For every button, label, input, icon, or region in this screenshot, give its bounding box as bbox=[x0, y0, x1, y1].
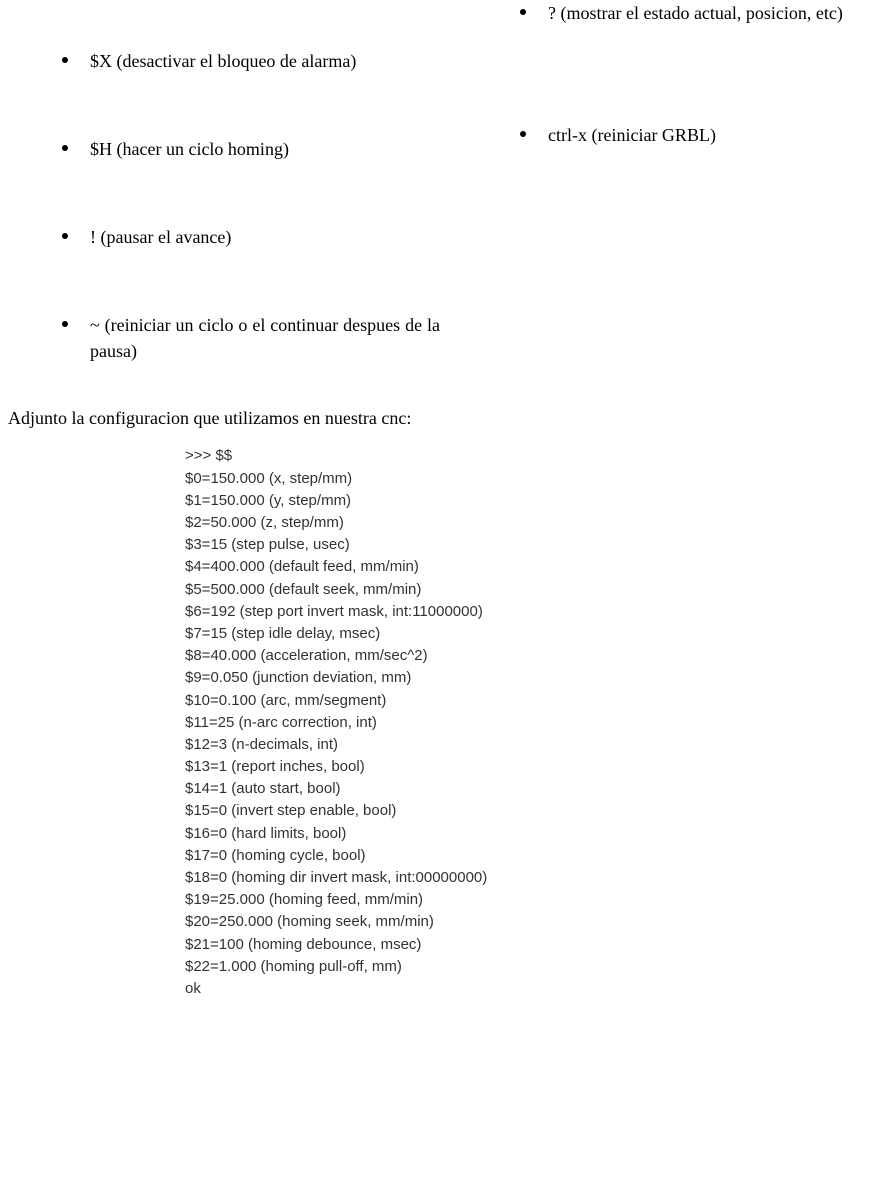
config-line: >>> $$ bbox=[185, 445, 883, 467]
config-line: $17=0 (homing cycle, bool) bbox=[185, 845, 883, 867]
bullet-icon bbox=[520, 9, 526, 15]
bullet-icon bbox=[62, 321, 68, 327]
list-item-text: $H (hacer un ciclo homing) bbox=[90, 136, 440, 162]
right-column: ? (mostrar el estado actual, posicion, e… bbox=[470, 0, 883, 364]
config-line: $1=150.000 (y, step/mm) bbox=[185, 490, 883, 512]
config-line: $16=0 (hard limits, bool) bbox=[185, 823, 883, 845]
list-item-text: ? (mostrar el estado actual, posicion, e… bbox=[548, 0, 853, 26]
list-item: ~ (reiniciar un ciclo o el continuar des… bbox=[62, 312, 440, 364]
config-line: $10=0.100 (arc, mm/segment) bbox=[185, 690, 883, 712]
config-line: $9=0.050 (junction deviation, mm) bbox=[185, 667, 883, 689]
list-item: $X (desactivar el bloqueo de alarma) bbox=[62, 48, 440, 74]
config-line: $8=40.000 (acceleration, mm/sec^2) bbox=[185, 645, 883, 667]
list-item-text: ~ (reiniciar un ciclo o el continuar des… bbox=[90, 312, 440, 364]
config-line: $13=1 (report inches, bool) bbox=[185, 756, 883, 778]
config-line: $3=15 (step pulse, usec) bbox=[185, 534, 883, 556]
list-item: ? (mostrar el estado actual, posicion, e… bbox=[520, 0, 853, 26]
config-line: $20=250.000 (homing seek, mm/min) bbox=[185, 911, 883, 933]
config-line: $11=25 (n-arc correction, int) bbox=[185, 712, 883, 734]
list-item-text: ctrl-x (reiniciar GRBL) bbox=[548, 122, 853, 148]
config-line: $4=400.000 (default feed, mm/min) bbox=[185, 556, 883, 578]
config-line: $15=0 (invert step enable, bool) bbox=[185, 800, 883, 822]
config-line: $21=100 (homing debounce, msec) bbox=[185, 934, 883, 956]
config-line: $22=1.000 (homing pull-off, mm) bbox=[185, 956, 883, 978]
left-column: $X (desactivar el bloqueo de alarma) $H … bbox=[0, 0, 470, 364]
list-item: ctrl-x (reiniciar GRBL) bbox=[520, 122, 853, 148]
config-line: $2=50.000 (z, step/mm) bbox=[185, 512, 883, 534]
config-intro-sentence: Adjunto la configuracion que utilizamos … bbox=[0, 408, 883, 429]
config-line: $5=500.000 (default seek, mm/min) bbox=[185, 579, 883, 601]
two-column-region: $X (desactivar el bloqueo de alarma) $H … bbox=[0, 0, 883, 364]
config-line: ok bbox=[185, 978, 883, 1000]
list-item-text: ! (pausar el avance) bbox=[90, 224, 440, 250]
bullet-icon bbox=[62, 145, 68, 151]
config-line: $14=1 (auto start, bool) bbox=[185, 778, 883, 800]
list-item: $H (hacer un ciclo homing) bbox=[62, 136, 440, 162]
bullet-icon bbox=[520, 131, 526, 137]
config-line: $18=0 (homing dir invert mask, int:00000… bbox=[185, 867, 883, 889]
config-line: $0=150.000 (x, step/mm) bbox=[185, 468, 883, 490]
config-line: $7=15 (step idle delay, msec) bbox=[185, 623, 883, 645]
bullet-icon bbox=[62, 233, 68, 239]
config-output-block: >>> $$$0=150.000 (x, step/mm)$1=150.000 … bbox=[185, 445, 883, 1000]
config-line: $19=25.000 (homing feed, mm/min) bbox=[185, 889, 883, 911]
bullet-icon bbox=[62, 57, 68, 63]
config-line: $6=192 (step port invert mask, int:11000… bbox=[185, 601, 883, 623]
list-item: ! (pausar el avance) bbox=[62, 224, 440, 250]
list-item-text: $X (desactivar el bloqueo de alarma) bbox=[90, 48, 440, 74]
config-line: $12=3 (n-decimals, int) bbox=[185, 734, 883, 756]
